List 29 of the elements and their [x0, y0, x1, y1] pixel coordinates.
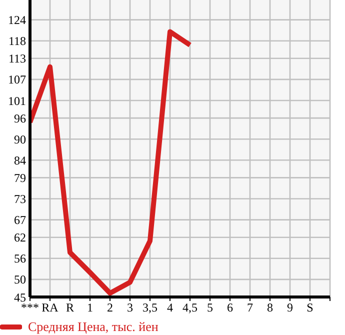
- y-tick-label: 118: [8, 34, 26, 48]
- y-tick-label: 90: [14, 132, 26, 146]
- x-tick-label: 7: [247, 300, 253, 315]
- x-tick-label: 5: [207, 300, 213, 315]
- y-tick-label: 67: [14, 213, 26, 228]
- y-tick-label: 113: [8, 52, 26, 66]
- y-tick-label: 107: [8, 72, 26, 87]
- x-tick-label: 2: [107, 300, 113, 315]
- x-tick-label: R: [66, 300, 74, 315]
- x-tick-label: RA: [42, 300, 59, 315]
- x-tick-label: 3,5: [142, 300, 158, 315]
- x-tick-label: 6: [227, 300, 233, 315]
- x-tick-label: 9: [287, 300, 293, 315]
- y-tick-label: 73: [14, 192, 26, 206]
- x-tick-label: 3: [127, 300, 133, 315]
- y-tick-label: 84: [14, 153, 26, 168]
- y-tick-label: 79: [14, 170, 26, 185]
- y-tick-label: 50: [14, 272, 26, 287]
- x-tick-label: 8: [267, 300, 273, 315]
- y-tick-label: 96: [14, 111, 26, 126]
- x-tick-label: 4: [167, 300, 173, 315]
- x-tick-label: S: [306, 300, 314, 315]
- y-tick-label: 124: [8, 13, 26, 28]
- y-tick-label: 62: [14, 230, 26, 245]
- x-tick-label: 4,5: [182, 300, 198, 315]
- y-tick-label: 101: [8, 94, 26, 108]
- y-tick-label: 56: [14, 252, 26, 266]
- legend-label: Средняя Цена, тыс. йен: [28, 319, 158, 335]
- x-tick-label: 1: [87, 300, 93, 315]
